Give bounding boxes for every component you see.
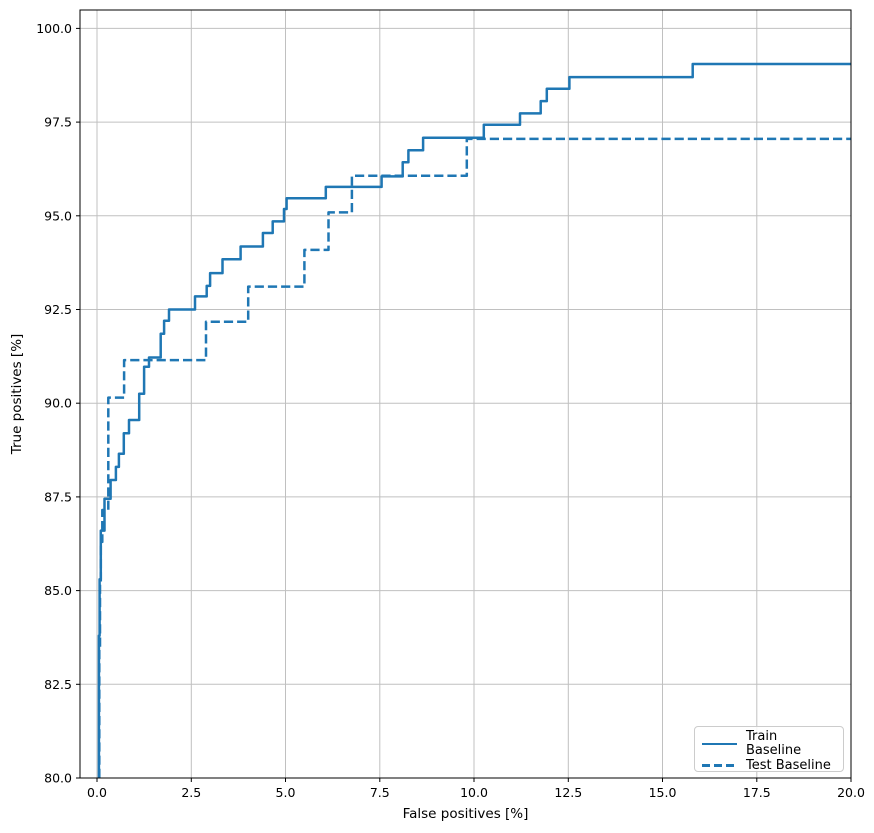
x-tick-label: 20.0 xyxy=(837,785,865,800)
legend-label-test: Test Baseline xyxy=(746,757,831,773)
y-axis-label: True positives [%] xyxy=(9,333,25,455)
y-tick-label: 95.0 xyxy=(44,208,72,223)
y-tick-label: 85.0 xyxy=(44,583,72,598)
train-line-sample xyxy=(702,743,737,746)
y-tick-label: 100.0 xyxy=(36,21,72,36)
x-tick-label: 5.0 xyxy=(276,785,296,800)
legend-item-train: Train Baseline xyxy=(702,729,836,759)
plot-border xyxy=(79,9,852,779)
y-tick-label: 87.5 xyxy=(44,489,72,504)
y-tick-label: 97.5 xyxy=(44,115,72,130)
y-tick-label: 82.5 xyxy=(44,677,72,692)
y-tick-label: 92.5 xyxy=(44,302,72,317)
x-tick-label: 10.0 xyxy=(460,785,488,800)
test-baseline-curve xyxy=(98,137,851,778)
x-tick-label: 12.5 xyxy=(554,785,582,800)
legend-item-test: Test Baseline xyxy=(702,757,836,773)
x-tick-label: 15.0 xyxy=(649,785,677,800)
x-tick-label: 17.5 xyxy=(743,785,771,800)
x-tick-label: 7.5 xyxy=(370,785,390,800)
y-tick-label: 90.0 xyxy=(44,396,72,411)
y-tick-label: 80.0 xyxy=(44,771,72,786)
legend-label-train: Train Baseline xyxy=(746,729,802,759)
x-tick-label: 0.0 xyxy=(87,785,107,800)
train-baseline-curve xyxy=(97,62,851,778)
x-tick-label: 2.5 xyxy=(181,785,201,800)
test-line-sample xyxy=(702,764,737,767)
legend: Train Baseline Test Baseline xyxy=(694,726,844,772)
x-axis-label: False positives [%] xyxy=(402,806,529,822)
